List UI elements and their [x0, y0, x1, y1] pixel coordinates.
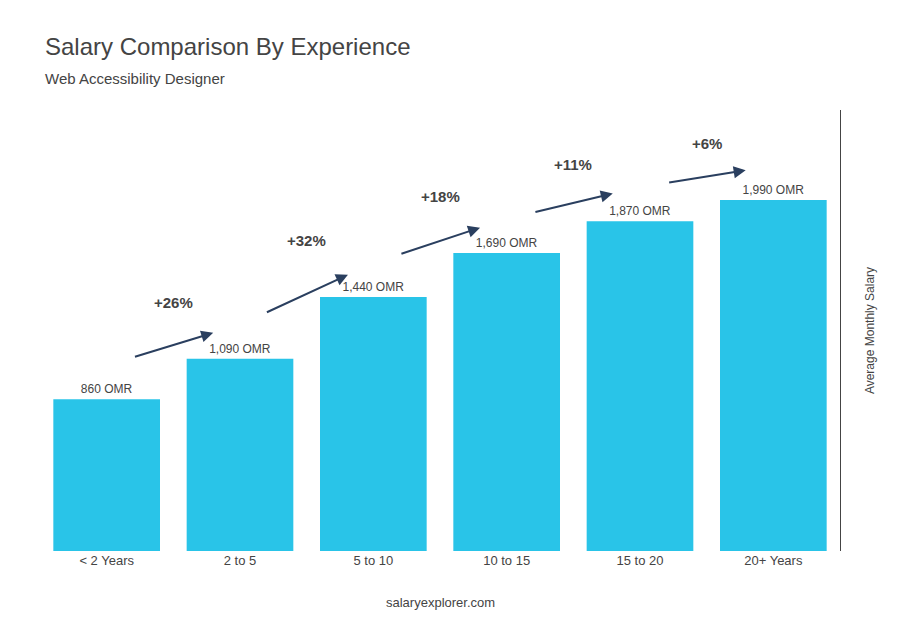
- svg-text:+26%: +26%: [154, 294, 193, 311]
- svg-text:+18%: +18%: [421, 188, 460, 205]
- svg-text:Salary Comparison By Experienc: Salary Comparison By Experience: [45, 33, 411, 60]
- svg-text:20+ Years: 20+ Years: [744, 553, 803, 568]
- svg-text:2 to 5: 2 to 5: [224, 553, 257, 568]
- svg-text:+32%: +32%: [287, 232, 326, 249]
- svg-text:15 to 20: 15 to 20: [617, 553, 664, 568]
- svg-text:salaryexplorer.com: salaryexplorer.com: [386, 595, 495, 610]
- svg-text:10 to 15: 10 to 15: [483, 553, 530, 568]
- svg-text:1,090 OMR: 1,090 OMR: [209, 342, 271, 356]
- svg-text:1,990 OMR: 1,990 OMR: [742, 183, 804, 197]
- svg-text:Web Accessibility Designer: Web Accessibility Designer: [45, 70, 225, 87]
- svg-text:1,690 OMR: 1,690 OMR: [476, 236, 538, 250]
- svg-text:Average Monthly Salary: Average Monthly Salary: [863, 267, 877, 394]
- svg-text:1,870 OMR: 1,870 OMR: [609, 204, 671, 218]
- svg-text:5 to 10: 5 to 10: [353, 553, 393, 568]
- svg-text:+11%: +11%: [554, 156, 592, 173]
- svg-text:1,440 OMR: 1,440 OMR: [342, 280, 404, 294]
- svg-text:860 OMR: 860 OMR: [81, 382, 133, 396]
- svg-text:< 2 Years: < 2 Years: [79, 553, 134, 568]
- svg-text:+6%: +6%: [692, 135, 722, 152]
